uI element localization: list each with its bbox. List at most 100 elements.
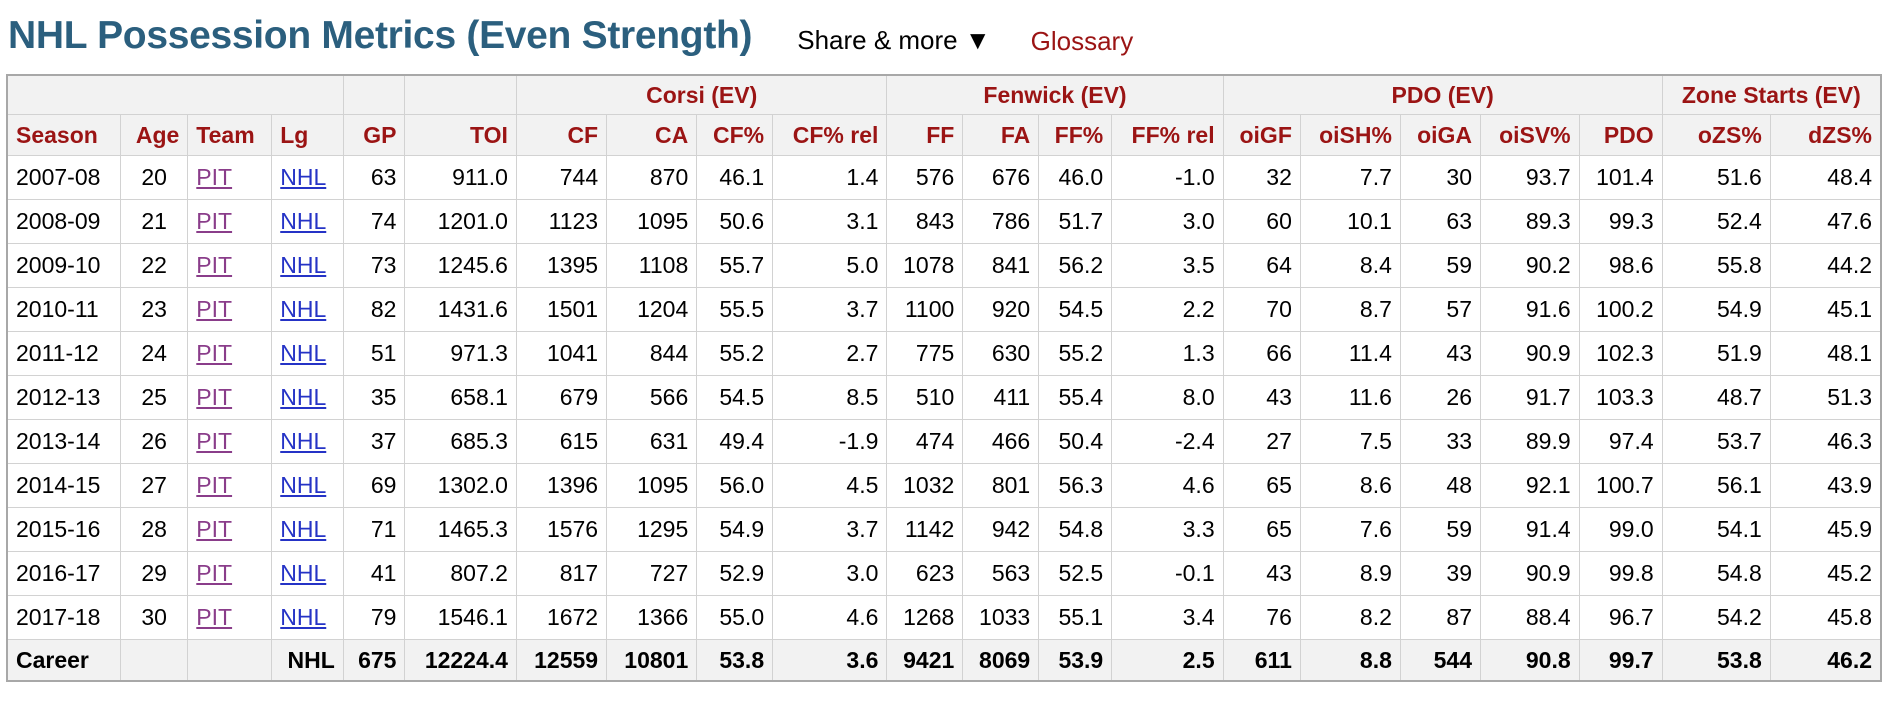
cell-league: NHL [271,463,344,508]
column-header-pdo[interactable]: PDO [1578,114,1663,156]
cell-dzs-pct: 45.2 [1769,551,1882,596]
cell-fa: 563 [962,551,1040,596]
cell-ff: 576 [886,155,964,200]
table-row: 2010-11 23 PIT NHL 82 1431.6 1501 1204 55.5 3.7 11… [6,287,1882,332]
cell-pdo: 102.3 [1578,331,1663,376]
league-link[interactable]: NHL [280,384,327,410]
cell-cf-pct-rel: 3.1 [772,199,888,244]
team-link[interactable]: PIT [196,516,233,542]
cell-age: 24 [119,331,189,376]
career-cell-toi: 12224.4 [404,639,517,682]
cell-fa: 786 [962,199,1040,244]
cell-dzs-pct: 48.1 [1769,331,1882,376]
cell-cf-pct-rel: 3.7 [772,507,888,552]
column-header-oigf[interactable]: oiGF [1222,114,1301,156]
cell-oish-pct: 10.1 [1299,199,1401,244]
cell-gp: 79 [342,595,406,640]
team-link[interactable]: PIT [196,252,233,278]
team-link[interactable]: PIT [196,560,233,586]
column-header-ff-pct[interactable]: FF% [1038,114,1113,156]
cell-team: PIT [187,287,273,332]
career-cell-oigf: 611 [1222,639,1301,682]
cell-ozs-pct: 55.8 [1661,243,1771,288]
column-header-ca[interactable]: CA [606,114,698,156]
column-header-cf[interactable]: CF [515,114,608,156]
career-totals-row: Career NHL 675 12224.4 12559 10801 53.8 3.6 9421… [6,639,1882,682]
column-header-ff[interactable]: FF [886,114,964,156]
cell-toi: 685.3 [404,419,517,464]
league-link[interactable]: NHL [280,560,327,586]
league-link[interactable]: NHL [280,428,327,454]
cell-gp: 35 [342,375,406,420]
cell-toi: 1201.0 [404,199,517,244]
cell-cf-pct: 49.4 [696,419,774,464]
cell-ca: 1295 [606,507,698,552]
cell-age: 23 [119,287,189,332]
league-link[interactable]: NHL [280,472,327,498]
league-link[interactable]: NHL [280,252,327,278]
column-header-oiga[interactable]: oiGA [1399,114,1482,156]
cell-age: 26 [119,419,189,464]
column-header-gp[interactable]: GP [342,114,406,156]
team-link[interactable]: PIT [196,428,233,454]
league-link[interactable]: NHL [280,516,327,542]
team-link[interactable]: PIT [196,472,233,498]
column-header-league[interactable]: Lg [271,114,344,156]
column-header-cf-pct-rel[interactable]: CF% rel [772,114,888,156]
cell-ozs-pct: 51.6 [1661,155,1771,200]
team-link[interactable]: PIT [196,340,233,366]
cell-toi: 971.3 [404,331,517,376]
column-header-ozs-pct[interactable]: oZS% [1661,114,1771,156]
column-header-season[interactable]: Season [6,114,121,156]
share-more-menu[interactable]: Share & more ▼ [797,25,991,55]
cell-season: 2009-10 [6,243,121,288]
cell-oish-pct: 8.6 [1299,463,1401,508]
table-row: 2016-17 29 PIT NHL 41 807.2 817 727 52.9 3.0 623 56… [6,551,1882,596]
career-cell-ff: 9421 [886,639,964,682]
cell-cf-pct-rel: -1.9 [772,419,888,464]
cell-oisv-pct: 91.6 [1480,287,1580,332]
cell-cf: 1501 [515,287,608,332]
league-link[interactable]: NHL [280,296,327,322]
cell-dzs-pct: 45.8 [1769,595,1882,640]
cell-pdo: 99.0 [1578,507,1663,552]
column-header-toi[interactable]: TOI [404,114,517,156]
table-row: 2014-15 27 PIT NHL 69 1302.0 1396 1095 56.0 4.5 10… [6,463,1882,508]
league-link[interactable]: NHL [280,164,327,190]
column-header-oisv-pct[interactable]: oiSV% [1480,114,1580,156]
cell-pdo: 100.2 [1578,287,1663,332]
column-header-cf-pct[interactable]: CF% [696,114,774,156]
team-link[interactable]: PIT [196,208,233,234]
cell-oish-pct: 8.9 [1299,551,1401,596]
cell-ff-pct-rel: 3.0 [1111,199,1224,244]
column-header-team[interactable]: Team [187,114,273,156]
cell-cf-pct: 55.0 [696,595,774,640]
league-link[interactable]: NHL [280,604,327,630]
group-header-pdo: PDO (EV) [1222,74,1663,115]
cell-fa: 1033 [962,595,1040,640]
league-link[interactable]: NHL [280,208,327,234]
cell-ca: 566 [606,375,698,420]
column-header-age[interactable]: Age [119,114,189,156]
cell-season: 2010-11 [6,287,121,332]
cell-ff-pct: 54.8 [1038,507,1113,552]
team-link[interactable]: PIT [196,164,233,190]
cell-pdo: 103.3 [1578,375,1663,420]
cell-oigf: 27 [1222,419,1301,464]
column-header-dzs-pct[interactable]: dZS% [1769,114,1882,156]
column-header-oish-pct[interactable]: oiSH% [1299,114,1401,156]
team-link[interactable]: PIT [196,296,233,322]
cell-pdo: 99.8 [1578,551,1663,596]
league-link[interactable]: NHL [280,340,327,366]
team-link[interactable]: PIT [196,384,233,410]
cell-league: NHL [271,243,344,288]
glossary-link[interactable]: Glossary [1030,26,1134,56]
cell-oiga: 39 [1399,551,1482,596]
column-header-fa[interactable]: FA [962,114,1040,156]
column-header-ff-pct-rel[interactable]: FF% rel [1111,114,1224,156]
team-link[interactable]: PIT [196,604,233,630]
cell-team: PIT [187,595,273,640]
cell-ozs-pct: 54.8 [1661,551,1771,596]
cell-cf: 744 [515,155,608,200]
table-body: 2007-08 20 PIT NHL 63 911.0 744 870 46.1 1.4 576 67… [6,155,1882,640]
